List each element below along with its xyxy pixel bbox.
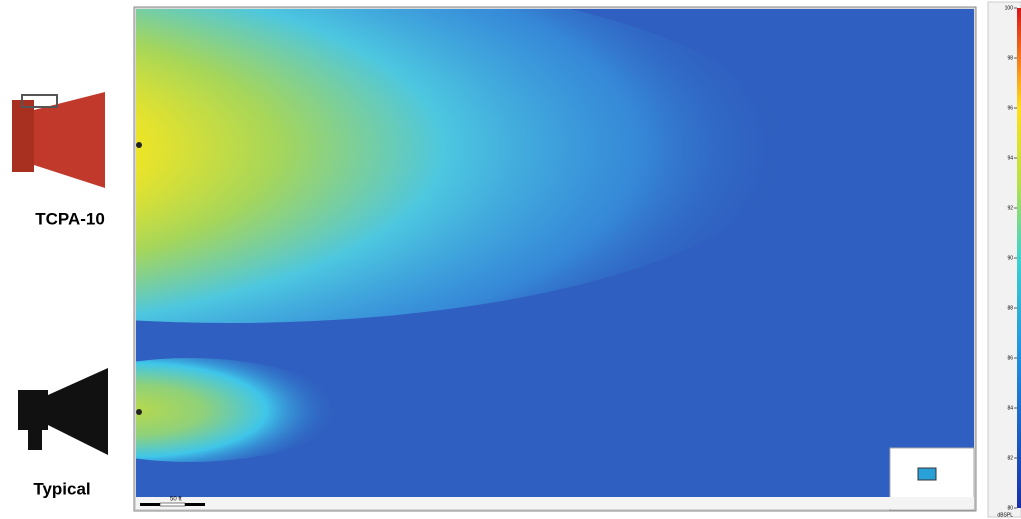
color-bar-tick-label: 82	[1007, 455, 1013, 461]
color-bar-tick-label: 88	[1007, 305, 1013, 311]
tcpa-speaker-icon	[12, 92, 105, 188]
color-bar-tick-label: 98	[1007, 55, 1013, 61]
color-bar-tick-label: 100	[1005, 5, 1014, 11]
color-bar-tick-label: 86	[1007, 355, 1013, 361]
color-bar-tick-label: 96	[1007, 105, 1013, 111]
color-bar-tick-label: 94	[1007, 155, 1013, 161]
heat-map: 50 ft	[133, 6, 977, 512]
color-bar-tick-label: 90	[1007, 255, 1013, 261]
typical-speaker-icon	[18, 368, 108, 455]
scale-bar-label: 50 ft	[170, 497, 182, 503]
color-bar	[987, 1, 1021, 518]
speaker-label: Typical	[33, 479, 90, 498]
color-bar-unit: dBSPL	[997, 512, 1013, 518]
color-bar-tick-label: 84	[1007, 405, 1013, 411]
speaker-label: TCPA-10	[35, 209, 105, 228]
color-bar-tick-label: 92	[1007, 205, 1013, 211]
color-bar-tick-label: 80	[1007, 505, 1013, 511]
